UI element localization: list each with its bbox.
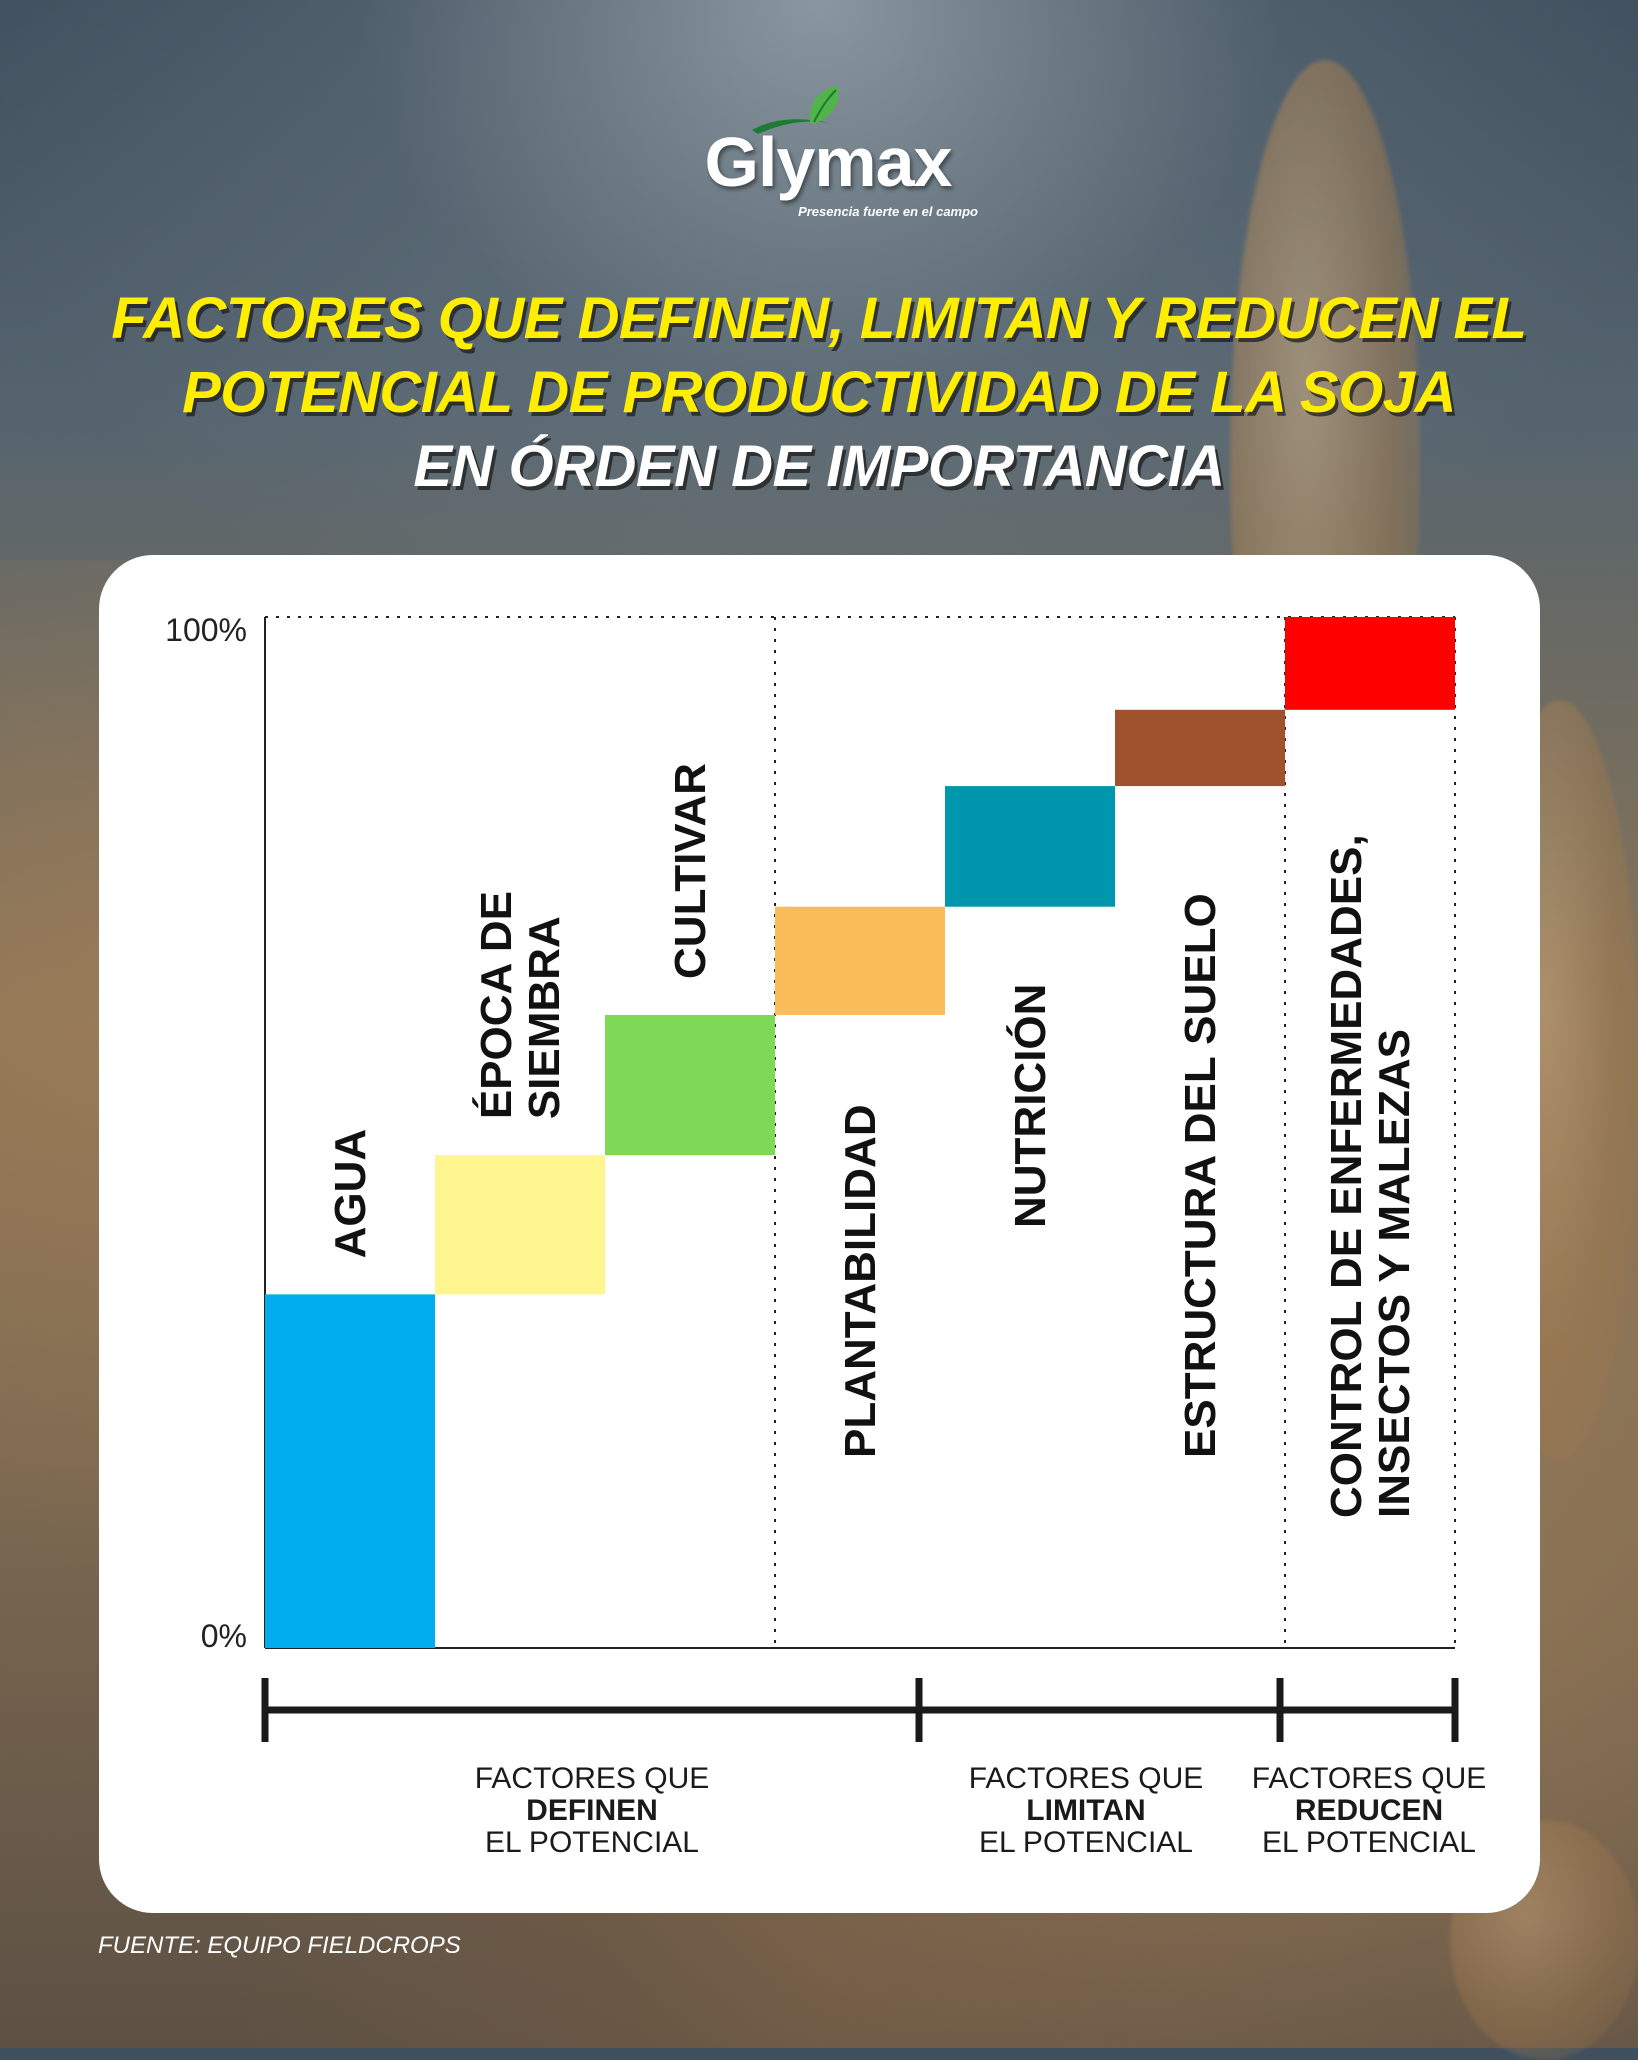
bar-label-line: CONTROL DE ENFERMEDADES, — [1322, 834, 1371, 1518]
group-label-definen: FACTORES QUE DEFINEN EL POTENCIAL — [442, 1763, 742, 1859]
bar-label-line: INSECTOS Y MALEZAS — [1370, 1029, 1419, 1518]
bar-label-line: NUTRICIÓN — [1005, 984, 1055, 1228]
group-keyword: LIMITAN — [1026, 1794, 1146, 1827]
group-keyword: DEFINEN — [526, 1794, 658, 1827]
bar-4 — [775, 906, 945, 1015]
y-tick-label-min: 0% — [200, 1618, 247, 1654]
bar-5 — [945, 786, 1115, 907]
group-label-limitan: FACTORES QUE LIMITAN EL POTENCIAL — [936, 1763, 1236, 1859]
bar-3 — [605, 1014, 775, 1156]
group-suffix: EL POTENCIAL — [485, 1826, 699, 1859]
bar-label-4: PLANTABILIDAD — [836, 1104, 885, 1458]
brand-tagline: Presencia fuerte en el campo — [798, 204, 978, 219]
chart-card — [99, 555, 1540, 1913]
source-note: FUENTE: EQUIPO FIELDCROPS — [98, 1932, 461, 1959]
bar-label-line: ÉPOCA DE — [471, 891, 521, 1119]
bar-7 — [1285, 617, 1455, 710]
group-prefix: FACTORES QUE — [968, 1762, 1204, 1795]
group-keyword: REDUCEN — [1294, 1794, 1444, 1827]
bar-label-1: AGUA — [326, 1129, 375, 1259]
bar-label-line: AGUA — [326, 1129, 375, 1259]
bar-label-line: SIEMBRA — [520, 916, 569, 1119]
title-line-2: POTENCIAL DE PRODUCTIVIDAD DE LA SOJA — [182, 360, 1456, 425]
leaf-icon — [752, 86, 839, 134]
brand-name: Glymax — [704, 123, 953, 201]
bar-1 — [265, 1294, 435, 1648]
title-line-1: FACTORES QUE DEFINEN, LIMITAN Y REDUCEN … — [111, 286, 1527, 351]
group-prefix: FACTORES QUE — [474, 1762, 710, 1795]
bar-label-7: CONTROL DE ENFERMEDADES,INSECTOS Y MALEZ… — [1322, 834, 1419, 1518]
brand-logo: Glymax Presencia fuerte en el campo — [678, 82, 978, 232]
group-prefix: FACTORES QUE — [1251, 1762, 1487, 1795]
bar-label-line: PLANTABILIDAD — [836, 1104, 885, 1458]
bar-label-2: ÉPOCA DESIEMBRA — [471, 891, 569, 1119]
bar-6 — [1115, 709, 1285, 787]
bar-2 — [435, 1155, 605, 1295]
bar-label-5: NUTRICIÓN — [1005, 984, 1055, 1228]
waterfall-chart: AGUA ÉPOCA DESIEMBRA CULTIVAR PLANTABILIDAD… — [261, 616, 1459, 1742]
group-suffix: EL POTENCIAL — [979, 1826, 1193, 1859]
bar-label-6: ESTRUCTURA DEL SUELO — [1176, 893, 1225, 1458]
bar-label-line: ESTRUCTURA DEL SUELO — [1176, 893, 1225, 1458]
bar-label-line: CULTIVAR — [666, 763, 715, 979]
title-line-3: EN ÓRDEN DE IMPORTANCIA — [413, 434, 1225, 499]
group-label-reducen: FACTORES QUE REDUCEN EL POTENCIAL — [1219, 1763, 1519, 1859]
y-tick-label-max: 100% — [165, 612, 247, 648]
group-suffix: EL POTENCIAL — [1262, 1826, 1476, 1859]
bar-label-3: CULTIVAR — [666, 763, 715, 979]
